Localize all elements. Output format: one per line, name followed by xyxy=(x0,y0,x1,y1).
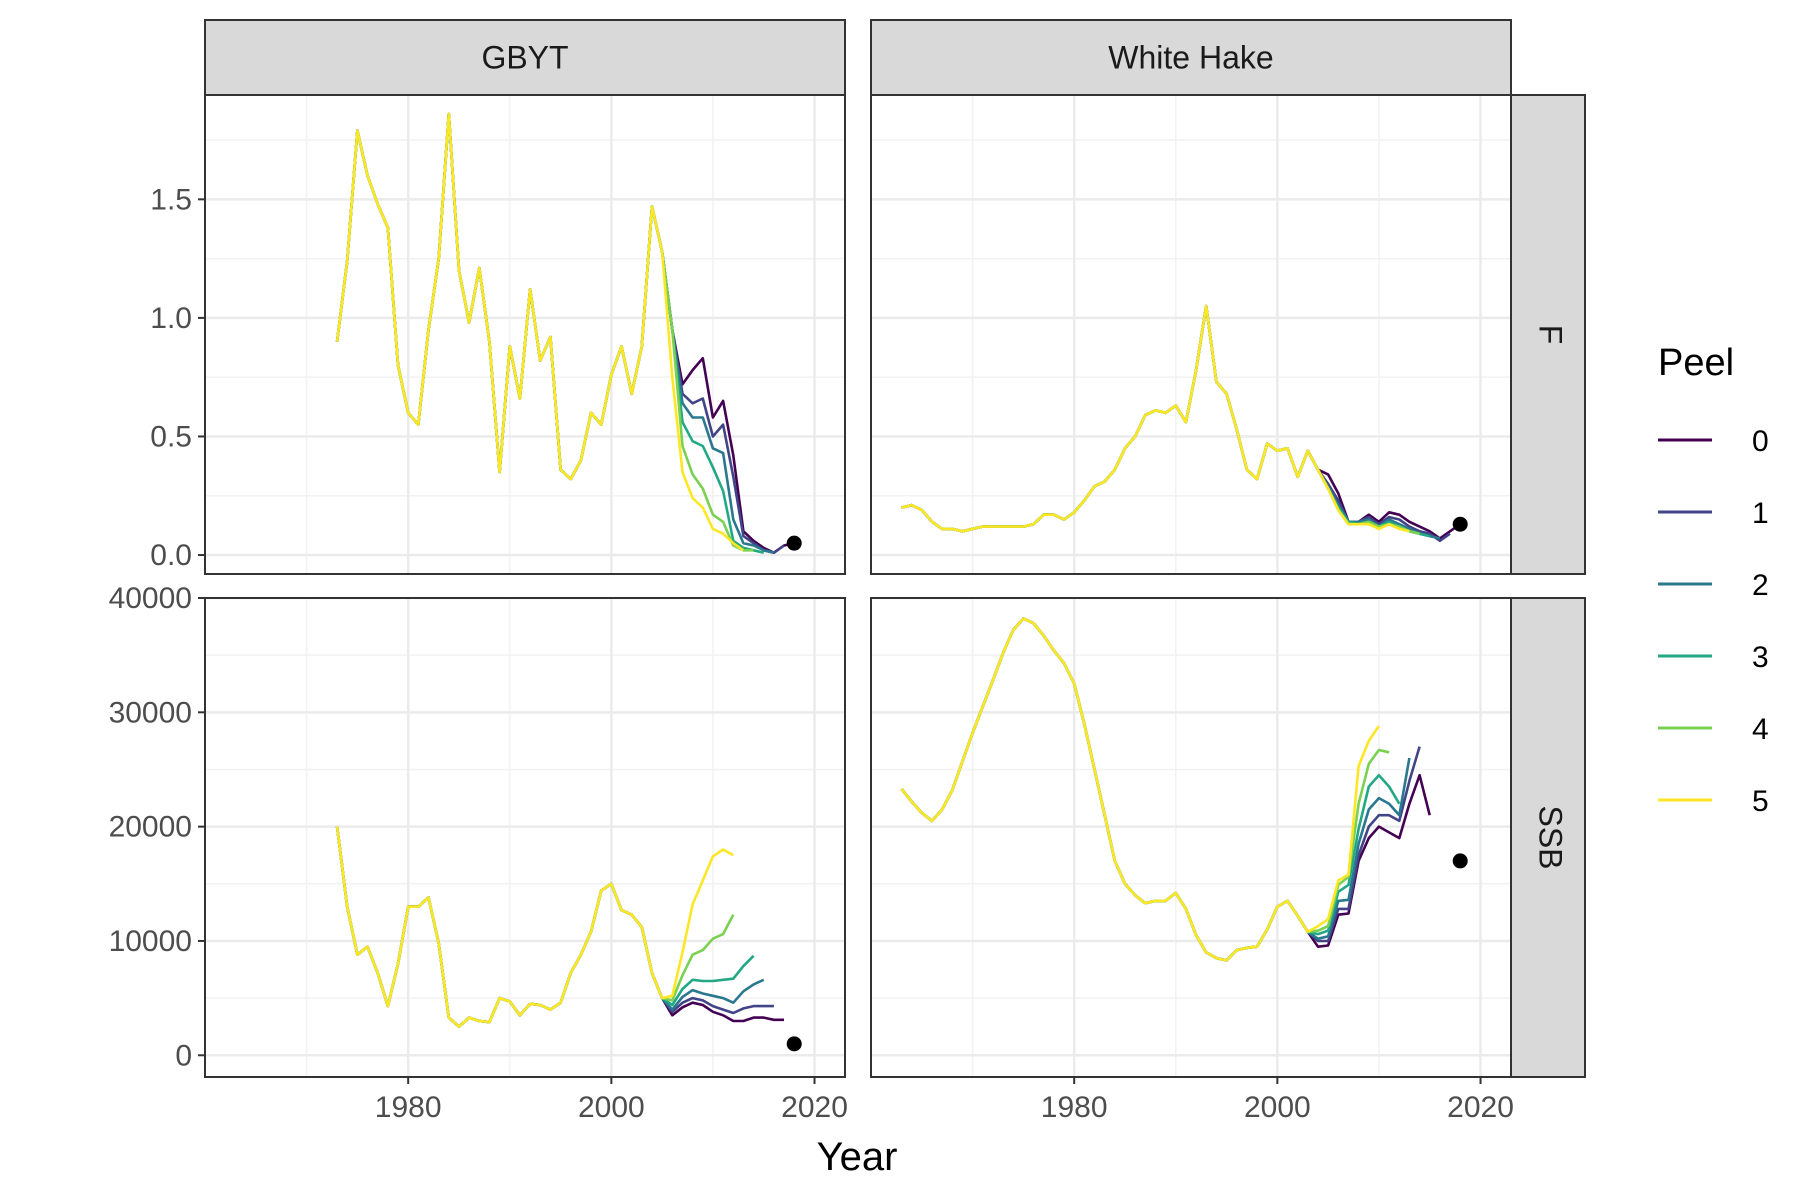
panel-white-hake-ssb xyxy=(870,596,1512,1078)
x-tick-label: 1980 xyxy=(1041,1091,1108,1124)
strip-ssb xyxy=(1510,597,1586,1078)
legend-label-peel-2: 2 xyxy=(1752,569,1769,602)
panel-background xyxy=(205,598,845,1077)
x-tick-label: 2020 xyxy=(1447,1091,1514,1124)
strip-label-ssb: SSB xyxy=(1533,805,1569,869)
y-tick-label: 0 xyxy=(175,1039,192,1072)
panel-background xyxy=(871,598,1511,1077)
y-tick-label: 0.0 xyxy=(150,539,192,572)
series-line-peel-5 xyxy=(900,617,1380,962)
strip-f xyxy=(1510,94,1586,575)
strip-gbyt xyxy=(204,19,846,96)
y-tick-label: 40000 xyxy=(109,582,192,615)
x-tick-label: 2020 xyxy=(781,1091,848,1124)
y-tick-label: 1.5 xyxy=(150,183,192,216)
series-lines xyxy=(900,617,1431,962)
panel-border xyxy=(204,597,846,1078)
legend: Peel 0 1 2 3 4 5 xyxy=(1658,342,1769,818)
panel-white-hake-f xyxy=(870,94,1512,575)
panel-gbyt-f xyxy=(204,94,846,575)
y-tick-label: 1.0 xyxy=(150,302,192,335)
panels xyxy=(204,94,1512,1078)
legend-label-peel-4: 4 xyxy=(1752,713,1769,746)
terminal-point xyxy=(786,535,802,551)
legend-label-peel-3: 3 xyxy=(1752,641,1769,674)
series-line-peel-5 xyxy=(335,826,734,1028)
series-lines xyxy=(335,826,784,1028)
x-axis-title: Year xyxy=(817,1135,898,1179)
terminal-point xyxy=(1452,853,1468,869)
terminal-point xyxy=(786,1036,802,1052)
legend-label-peel-5: 5 xyxy=(1752,785,1769,818)
x-tick-label: 2000 xyxy=(578,1091,645,1124)
series-line-peel-5 xyxy=(335,112,745,552)
terminal-point xyxy=(1452,516,1468,532)
x-tick-label: 2000 xyxy=(1244,1091,1311,1124)
x-tick-label: 1980 xyxy=(375,1091,442,1124)
panel-background xyxy=(871,95,1511,574)
y-tick-label: 30000 xyxy=(109,696,192,729)
legend-entries: 0 1 2 3 4 5 xyxy=(1658,425,1769,818)
y-tick-label: 10000 xyxy=(109,925,192,958)
strip-white-hake xyxy=(870,19,1512,96)
series-lines xyxy=(335,112,795,554)
panel-gbyt-ssb xyxy=(204,596,846,1078)
strips: GBYT White Hake F SSB xyxy=(204,19,1586,1078)
legend-label-peel-0: 0 xyxy=(1752,425,1769,458)
legend-label-peel-1: 1 xyxy=(1752,497,1769,530)
series-lines xyxy=(901,304,1461,543)
legend-title: Peel xyxy=(1658,342,1734,384)
strip-label-white-hake: White Hake xyxy=(1108,40,1273,76)
strip-label-f: F xyxy=(1533,325,1569,345)
strip-label-gbyt: GBYT xyxy=(481,40,568,76)
y-tick-label: 0.5 xyxy=(150,420,192,453)
y-tick-label: 20000 xyxy=(109,811,192,844)
series-line-peel-5 xyxy=(901,304,1410,533)
axes: 0.0 0.5 1.0 1.5 0 10000 20000 30000 40000 1980 200… xyxy=(109,183,1514,1124)
